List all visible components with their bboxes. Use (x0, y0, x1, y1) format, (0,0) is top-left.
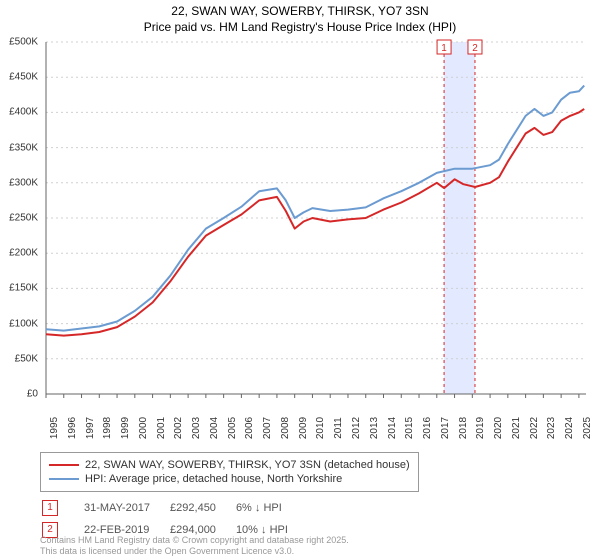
x-tick-label: 2010 (315, 417, 326, 439)
y-tick-label: £500K (9, 37, 38, 48)
svg-text:1: 1 (441, 43, 447, 54)
x-tick-label: 2018 (458, 417, 469, 439)
x-tick-label: 2024 (564, 417, 575, 439)
x-tick-label: 2020 (493, 417, 504, 439)
marker-badge: 1 (42, 500, 58, 516)
x-tick-label: 2011 (333, 417, 344, 439)
x-tick-label: 2009 (298, 417, 309, 439)
x-tick-label: 2001 (156, 417, 167, 439)
marker-row: 1 31-MAY-2017£292,4506% ↓ HPI (42, 498, 306, 518)
x-tick-label: 2016 (422, 417, 433, 439)
y-tick-label: £400K (9, 107, 38, 118)
marker-date: 31-MAY-2017 (84, 498, 168, 518)
x-tick-label: 2002 (173, 417, 184, 439)
legend-label: 22, SWAN WAY, SOWERBY, THIRSK, YO7 3SN (… (85, 459, 410, 471)
x-tick-label: 1997 (85, 417, 96, 439)
series-price_paid (46, 109, 584, 336)
x-tick-label: 2023 (546, 417, 557, 439)
legend: 22, SWAN WAY, SOWERBY, THIRSK, YO7 3SN (… (40, 452, 419, 492)
x-tick-label: 2025 (582, 417, 593, 439)
title-line1: 22, SWAN WAY, SOWERBY, THIRSK, YO7 3SN (0, 4, 600, 20)
y-tick-label: £450K (9, 72, 38, 83)
line-chart-svg: 12 (0, 38, 600, 448)
x-tick-label: 2012 (351, 417, 362, 439)
sale-marker-badge: 1 (437, 40, 451, 54)
x-tick-label: 1999 (120, 417, 131, 439)
legend-item: 22, SWAN WAY, SOWERBY, THIRSK, YO7 3SN (… (49, 459, 410, 471)
x-tick-label: 2013 (369, 417, 380, 439)
x-tick-label: 2014 (387, 417, 398, 439)
marker-band (444, 42, 475, 394)
x-tick-label: 2017 (440, 417, 451, 439)
x-tick-label: 2006 (244, 417, 255, 439)
y-tick-label: £100K (9, 318, 38, 329)
y-tick-label: £200K (9, 248, 38, 259)
legend-swatch (49, 464, 79, 466)
x-tick-label: 2005 (227, 417, 238, 439)
y-tick-label: £0 (27, 389, 38, 400)
series-hpi (46, 86, 584, 331)
footer-line2: This data is licensed under the Open Gov… (40, 546, 349, 557)
footer-line1: Contains HM Land Registry data © Crown c… (40, 535, 349, 546)
title-line2: Price paid vs. HM Land Registry's House … (0, 20, 600, 36)
chart-area: 12 (0, 38, 600, 448)
legend-item: HPI: Average price, detached house, Nort… (49, 473, 410, 485)
y-tick-label: £50K (15, 353, 38, 364)
marker-price: £292,450 (170, 498, 234, 518)
x-tick-label: 2021 (511, 417, 522, 439)
marker-diff: 6% ↓ HPI (236, 498, 306, 518)
footer-attribution: Contains HM Land Registry data © Crown c… (40, 535, 349, 557)
x-tick-label: 2007 (262, 417, 273, 439)
y-tick-label: £350K (9, 142, 38, 153)
x-tick-label: 1995 (49, 417, 60, 439)
legend-label: HPI: Average price, detached house, Nort… (85, 473, 342, 485)
x-tick-label: 2008 (280, 417, 291, 439)
y-tick-label: £300K (9, 177, 38, 188)
svg-text:2: 2 (472, 43, 478, 54)
y-tick-label: £150K (9, 283, 38, 294)
chart-title: 22, SWAN WAY, SOWERBY, THIRSK, YO7 3SN P… (0, 0, 600, 35)
x-tick-label: 2004 (209, 417, 220, 439)
x-tick-label: 1996 (67, 417, 78, 439)
x-tick-label: 2000 (138, 417, 149, 439)
x-tick-label: 2019 (475, 417, 486, 439)
y-tick-label: £250K (9, 213, 38, 224)
sale-marker-badge: 2 (468, 40, 482, 54)
legend-swatch (49, 478, 79, 480)
x-tick-label: 2015 (404, 417, 415, 439)
x-tick-label: 1998 (102, 417, 113, 439)
x-tick-label: 2003 (191, 417, 202, 439)
x-tick-label: 2022 (529, 417, 540, 439)
